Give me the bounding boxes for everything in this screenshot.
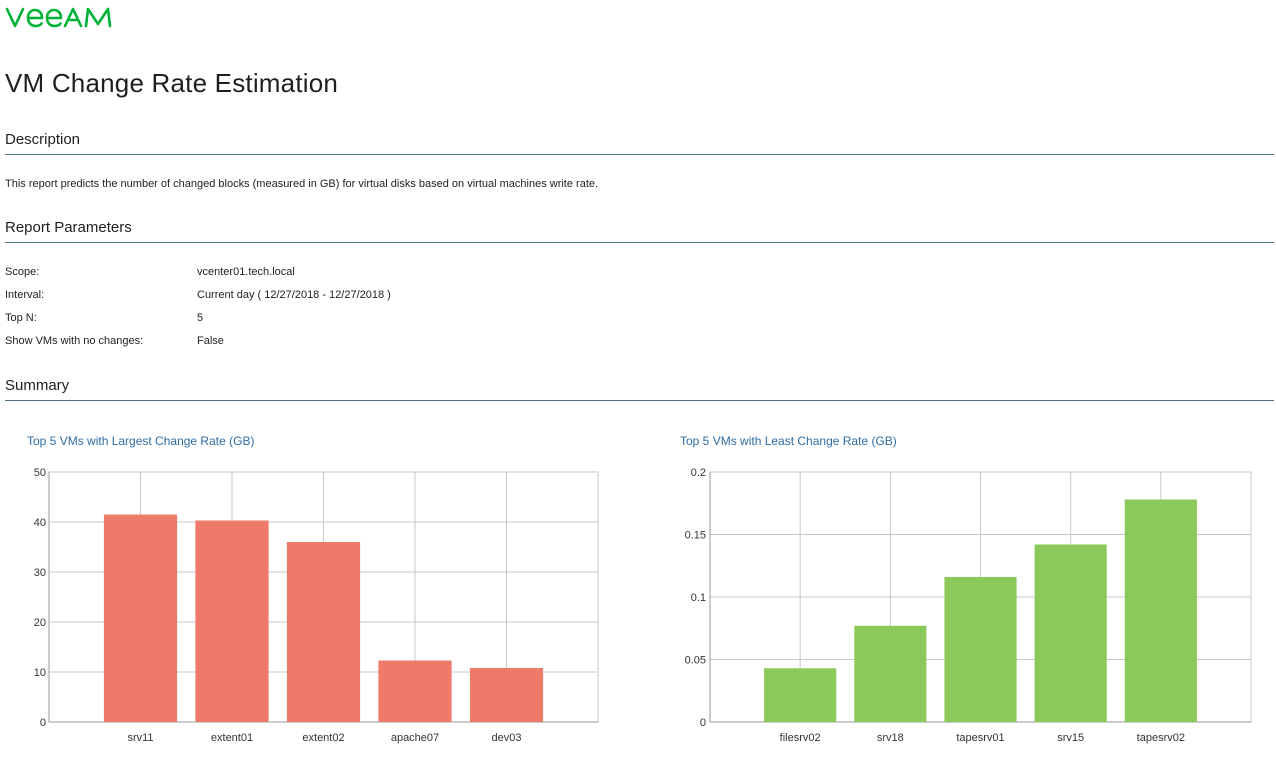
bar-dev03 [469,668,544,722]
least-change-rate-chart: 0 0.05 0.1 0.15 0.2 filesrv02 srv18 tapesrv01 sr… [685,467,1252,744]
x-tick-label: extent01 [211,732,253,744]
x-tick-label: srv15 [1057,732,1084,744]
param-value: vcenter01.tech.local [197,266,295,278]
y-tick-label: 50 [34,467,46,479]
x-tick-label: tapesrv01 [956,732,1004,744]
description-section-header: Description [5,130,1274,155]
y-tick-label: 0 [40,717,46,729]
bar-apache07 [378,660,452,722]
y-tick-label: 40 [34,517,46,529]
x-tick-label: extent02 [302,732,344,744]
param-value: 5 [197,312,204,324]
summary-section-header: Summary [5,376,1274,401]
bar-srv18 [854,625,927,722]
largest-change-chart-title: Top 5 VMs with Largest Change Rate (GB) [27,434,255,448]
bar-srv15 [1034,544,1107,722]
largest-change-rate-chart: 0 10 20 30 40 50 srv11 extent01 extent02 apache07… [34,467,599,744]
y-tick-label: 30 [34,567,46,579]
x-tick-label: apache07 [391,732,439,744]
bar-srv11 [103,514,178,722]
y-tick-label: 0.2 [691,467,706,479]
param-label: Interval: [5,289,45,301]
least-change-chart-title: Top 5 VMs with Least Change Rate (GB) [680,434,897,448]
x-tick-label: dev03 [492,732,522,744]
y-tick-label: 0.1 [691,592,706,604]
bar-extent02 [286,542,361,722]
x-tick-label: filesrv02 [780,732,821,744]
y-tick-label: 20 [34,617,46,629]
param-value: Current day ( 12/27/2018 - 12/27/2018 ) [197,289,391,301]
bar-tapesrv02 [1124,499,1197,722]
description-text: This report predicts the number of chang… [5,178,599,190]
y-tick-label: 0.05 [685,655,706,667]
param-label: Scope: [5,266,40,278]
parameters-section-header: Report Parameters [5,218,1274,243]
x-tick-label: tapesrv02 [1137,732,1185,744]
summary-header-label: Summary [5,377,70,394]
x-tick-label: srv18 [877,732,904,744]
bar-filesrv02 [764,668,837,722]
param-label: Show VMs with no changes: [5,335,144,347]
y-tick-label: 10 [34,667,46,679]
description-header-label: Description [5,131,81,148]
parameters-header-label: Report Parameters [5,219,132,236]
x-tick-label: srv11 [127,732,153,744]
veeam-logo [5,7,112,28]
y-tick-label: 0 [700,717,706,729]
y-tick-label: 0.15 [685,530,706,542]
bar-extent01 [195,520,269,722]
page-title: VM Change Rate Estimation [5,68,339,98]
param-value: False [197,335,224,347]
param-label: Top N: [5,312,37,324]
bar-tapesrv01 [944,577,1017,722]
